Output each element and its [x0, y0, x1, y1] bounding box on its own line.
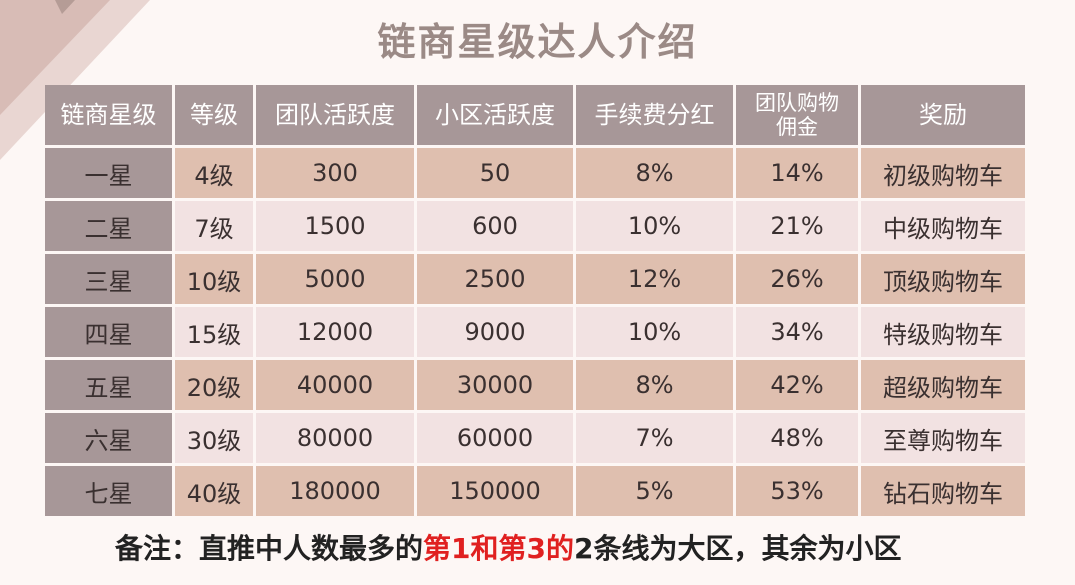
cell-star: 三星: [45, 254, 172, 304]
cell-reward: 初级购物车: [861, 148, 1025, 198]
cell-reward: 中级购物车: [861, 201, 1025, 251]
cell-level: 10级: [175, 254, 253, 304]
cell-team-activity: 180000: [256, 466, 414, 516]
header-district-activity: 小区活跃度: [417, 85, 573, 145]
table-row: 一星 4级 300 50 8% 14% 初级购物车: [45, 148, 1025, 198]
cell-level: 4级: [175, 148, 253, 198]
cell-level: 40级: [175, 466, 253, 516]
cell-district-activity: 60000: [417, 413, 573, 463]
header-team-commission: 团队购物佣金: [755, 91, 839, 139]
cell-fee-dividend: 8%: [576, 360, 733, 410]
cell-district-activity: 150000: [417, 466, 573, 516]
cell-team-activity: 80000: [256, 413, 414, 463]
cell-reward: 钻石购物车: [861, 466, 1025, 516]
table-row: 四星 15级 12000 9000 10% 34% 特级购物车: [45, 307, 1025, 357]
cell-fee-dividend: 7%: [576, 413, 733, 463]
table-row: 七星 40级 180000 150000 5% 53% 钻石购物车: [45, 466, 1025, 516]
cell-commission: 48%: [736, 413, 858, 463]
cell-star: 二星: [45, 201, 172, 251]
cell-level: 20级: [175, 360, 253, 410]
table-row: 五星 20级 40000 30000 8% 42% 超级购物车: [45, 360, 1025, 410]
cell-level: 30级: [175, 413, 253, 463]
table-header-row: 链商星级 等级 团队活跃度 小区活跃度 手续费分红 团队购物佣金 奖励: [45, 85, 1025, 145]
cell-level: 7级: [175, 201, 253, 251]
cell-fee-dividend: 10%: [576, 307, 733, 357]
cell-reward: 特级购物车: [861, 307, 1025, 357]
cell-commission: 42%: [736, 360, 858, 410]
cell-reward: 超级购物车: [861, 360, 1025, 410]
star-level-table: 链商星级 等级 团队活跃度 小区活跃度 手续费分红 团队购物佣金 奖励 一星 4…: [42, 82, 1028, 519]
header-star-level: 链商星级: [45, 85, 172, 145]
cell-district-activity: 2500: [417, 254, 573, 304]
cell-team-activity: 12000: [256, 307, 414, 357]
cell-commission: 26%: [736, 254, 858, 304]
cell-level: 15级: [175, 307, 253, 357]
header-reward: 奖励: [861, 85, 1025, 145]
note-prefix: 备注：直推中人数最多的: [115, 532, 424, 565]
decorative-triangles: [0, 0, 150, 160]
cell-star: 一星: [45, 148, 172, 198]
cell-commission: 14%: [736, 148, 858, 198]
cell-reward: 至尊购物车: [861, 413, 1025, 463]
page-title: 链商星级达人介绍: [377, 20, 698, 64]
cell-commission: 34%: [736, 307, 858, 357]
table-row: 六星 30级 80000 60000 7% 48% 至尊购物车: [45, 413, 1025, 463]
cell-district-activity: 30000: [417, 360, 573, 410]
table-row: 三星 10级 5000 2500 12% 26% 顶级购物车: [45, 254, 1025, 304]
cell-star: 六星: [45, 413, 172, 463]
cell-commission: 53%: [736, 466, 858, 516]
cell-team-activity: 5000: [256, 254, 414, 304]
cell-reward: 顶级购物车: [861, 254, 1025, 304]
cell-star: 五星: [45, 360, 172, 410]
header-team-activity: 团队活跃度: [256, 85, 414, 145]
cell-commission: 21%: [736, 201, 858, 251]
header-team-commission-cell: 团队购物佣金: [736, 85, 858, 145]
cell-team-activity: 300: [256, 148, 414, 198]
cell-fee-dividend: 5%: [576, 466, 733, 516]
cell-fee-dividend: 12%: [576, 254, 733, 304]
header-fee-dividend: 手续费分红: [576, 85, 733, 145]
cell-district-activity: 600: [417, 201, 573, 251]
cell-fee-dividend: 10%: [576, 201, 733, 251]
cell-star: 四星: [45, 307, 172, 357]
header-level: 等级: [175, 85, 253, 145]
cell-district-activity: 50: [417, 148, 573, 198]
table-row: 二星 7级 1500 600 10% 21% 中级购物车: [45, 201, 1025, 251]
cell-fee-dividend: 8%: [576, 148, 733, 198]
cell-team-activity: 40000: [256, 360, 414, 410]
cell-star: 七星: [45, 466, 172, 516]
note-highlight: 第1和第3的: [423, 532, 574, 565]
footer-note: 备注：直推中人数最多的第1和第3的2条线为大区，其余为小区: [115, 532, 1075, 585]
cell-district-activity: 9000: [417, 307, 573, 357]
note-suffix: 2条线为大区，其余为小区: [573, 532, 902, 565]
cell-team-activity: 1500: [256, 201, 414, 251]
